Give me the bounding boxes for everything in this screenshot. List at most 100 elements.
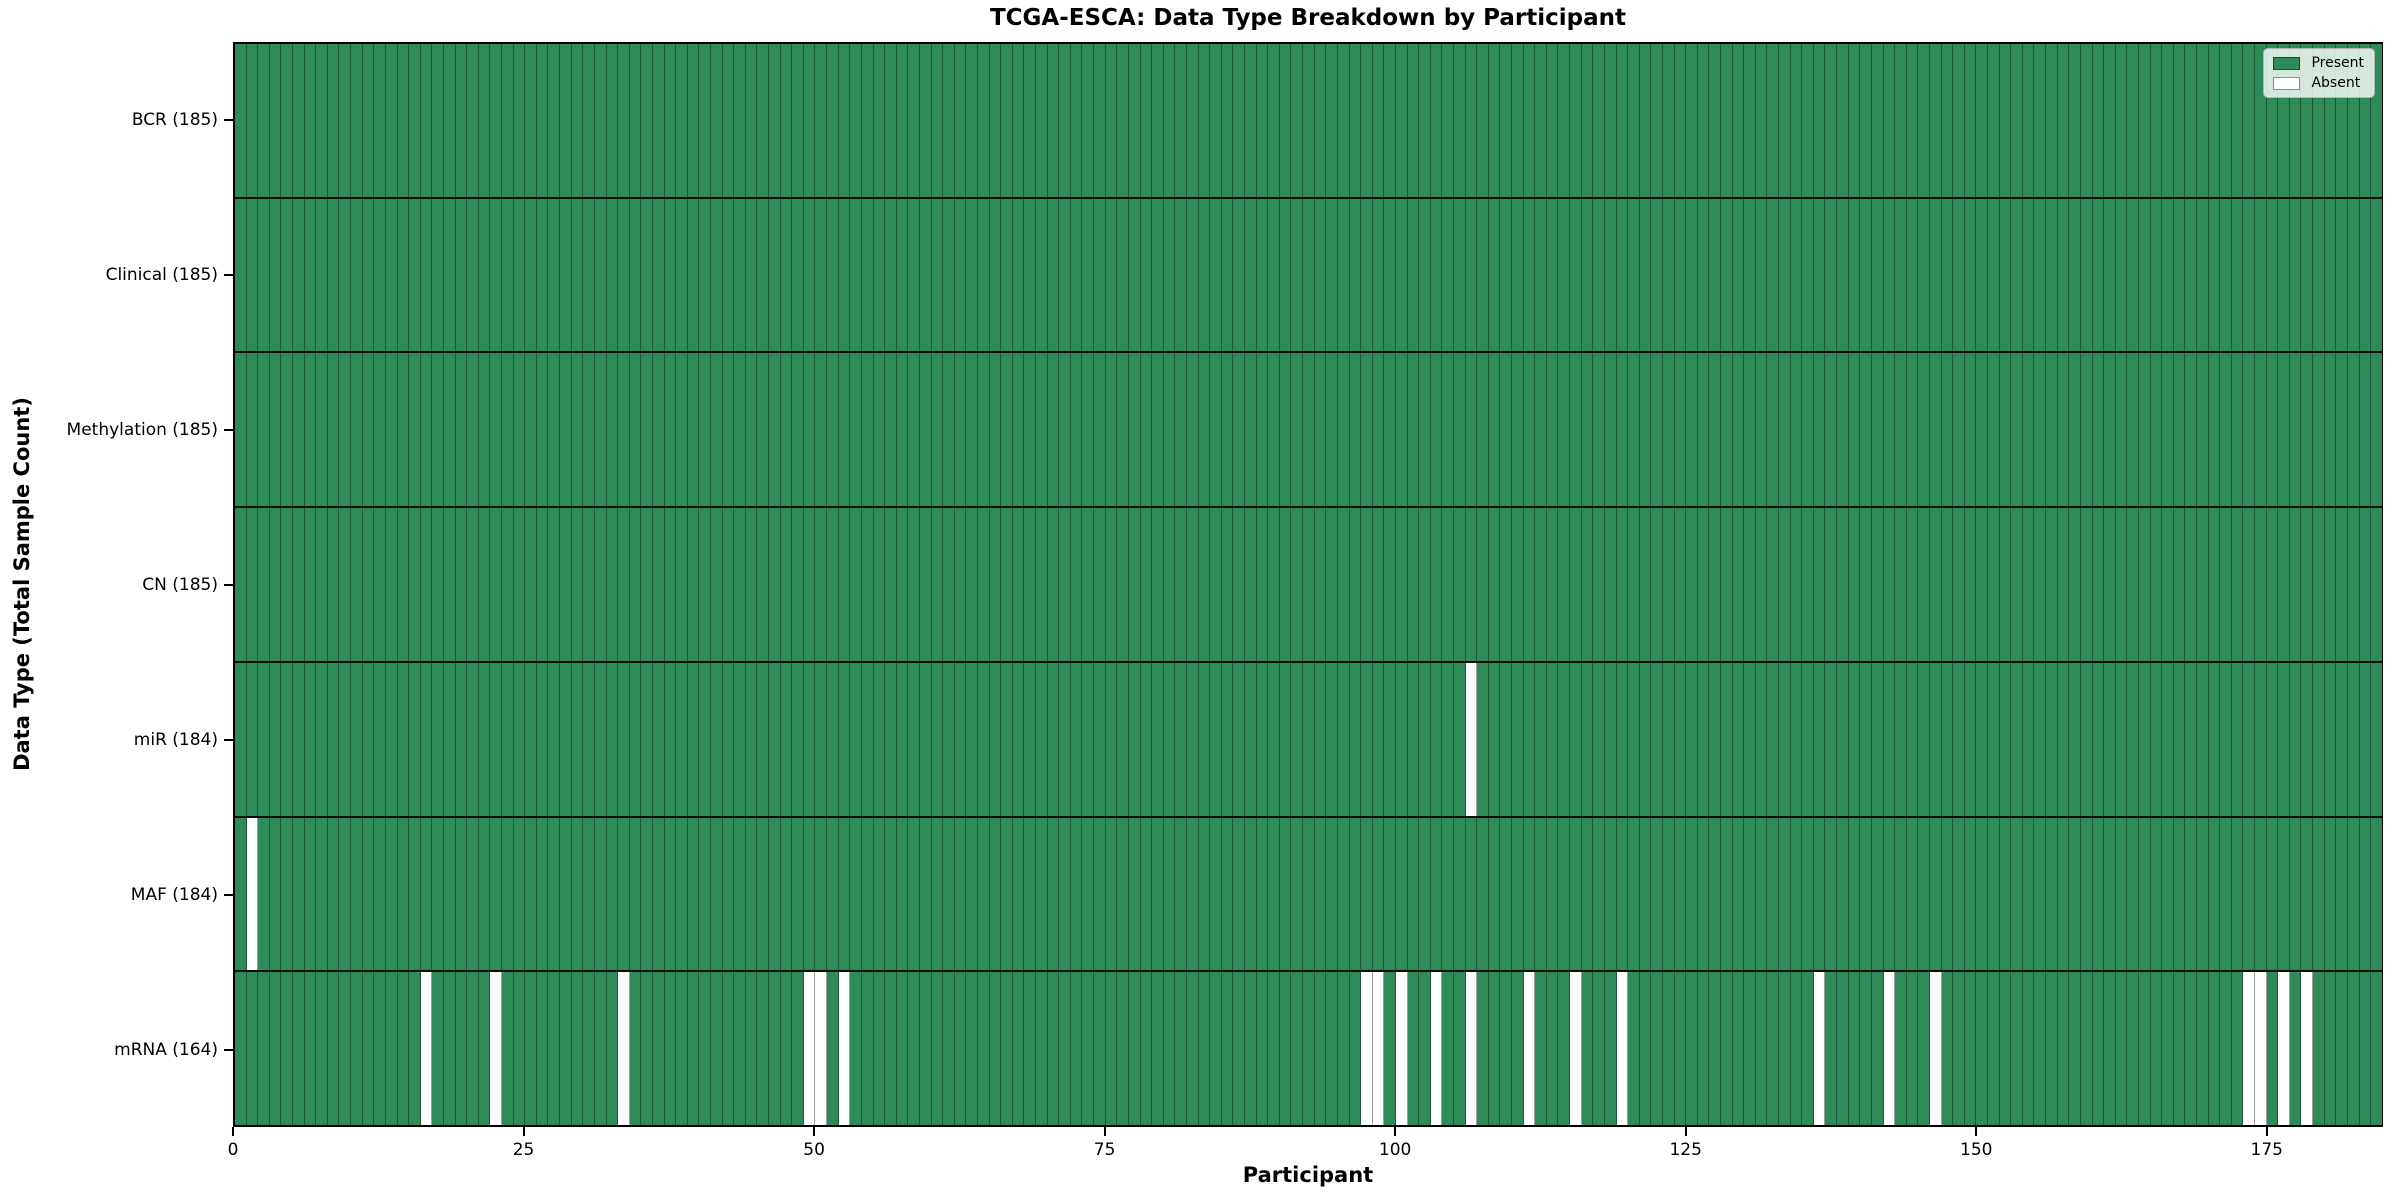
x-tick-label: 50 <box>803 1140 825 1160</box>
cell-present <box>978 508 990 661</box>
cell-present <box>1976 817 1989 971</box>
cell-present <box>1628 817 1640 971</box>
cell-present <box>1094 817 1106 971</box>
cell-present <box>490 353 503 507</box>
cell-present <box>618 353 630 507</box>
cell-present <box>2150 662 2163 816</box>
cell-present <box>385 972 398 1126</box>
cell-present <box>1279 817 1292 971</box>
cell-present <box>1570 662 1582 816</box>
cell-present <box>1604 353 1617 507</box>
cell-present <box>2301 817 2314 971</box>
cell-present <box>385 353 398 507</box>
cell-present <box>1779 44 1791 197</box>
cell-present <box>2127 353 2139 507</box>
cell-present <box>1686 508 1698 661</box>
absent-swatch <box>2273 76 2301 90</box>
cell-present <box>1813 508 1826 661</box>
cell-present <box>1337 662 1350 816</box>
cell-present <box>873 44 886 197</box>
cell-present <box>780 44 793 197</box>
cell-present <box>1361 198 1373 352</box>
cell-present <box>2115 972 2128 1126</box>
cell-present <box>931 508 944 661</box>
cell-present <box>676 662 688 816</box>
cell-present <box>1082 198 1095 352</box>
cell-present <box>560 817 572 971</box>
cell-present <box>1976 44 1989 197</box>
cell-present <box>699 44 711 197</box>
cell-present <box>850 817 862 971</box>
cell-present <box>2371 508 2382 661</box>
cell-present <box>2196 817 2209 971</box>
cell-present <box>2347 508 2360 661</box>
cell-present <box>443 508 456 661</box>
cell-present <box>757 817 770 971</box>
cell-present <box>1303 353 1315 507</box>
cell-present <box>1337 508 1350 661</box>
cell-present <box>803 817 816 971</box>
cell-absent <box>1465 972 1478 1126</box>
heatmap-row-mir <box>235 662 2382 818</box>
x-tick-mark <box>1684 1127 1687 1136</box>
cell-present <box>2301 44 2314 197</box>
cell-present <box>1709 198 1721 352</box>
cell-present <box>571 198 584 352</box>
cell-present <box>1245 817 1257 971</box>
cell-present <box>571 662 584 816</box>
cell-present <box>652 44 665 197</box>
cell-present <box>1570 817 1582 971</box>
cell-present <box>954 662 967 816</box>
cell-present <box>1349 972 1362 1126</box>
cell-present <box>2359 972 2372 1126</box>
cell-present <box>374 817 386 971</box>
cell-present <box>1523 198 1536 352</box>
cell-present <box>1825 198 1838 352</box>
cell-present <box>1233 508 1246 661</box>
cell-present <box>2104 817 2116 971</box>
cell-present <box>2092 972 2105 1126</box>
cell-present <box>2034 353 2047 507</box>
cell-present <box>2092 353 2105 507</box>
cell-present <box>2092 44 2105 197</box>
cell-present <box>1001 972 1013 1126</box>
cell-present <box>513 44 526 197</box>
cell-present <box>2243 817 2256 971</box>
cell-present <box>792 972 804 1126</box>
cell-present <box>629 44 642 197</box>
cell-present <box>2080 662 2093 816</box>
cell-present <box>2034 508 2047 661</box>
cell-present <box>560 972 572 1126</box>
cell-present <box>2208 662 2221 816</box>
cell-present <box>827 972 839 1126</box>
cell-present <box>1140 662 1153 816</box>
cell-present <box>699 817 711 971</box>
cell-present <box>2069 44 2081 197</box>
cell-absent <box>1570 972 1582 1126</box>
cell-present <box>2069 508 2081 661</box>
cell-present <box>1488 508 1501 661</box>
cell-present <box>722 508 735 661</box>
cell-present <box>850 198 862 352</box>
cell-present <box>594 817 607 971</box>
cell-present <box>873 508 886 661</box>
cell-present <box>583 198 595 352</box>
cell-present <box>896 44 909 197</box>
cell-present <box>989 817 1002 971</box>
cell-present <box>1662 972 1675 1126</box>
cell-present <box>1094 662 1106 816</box>
present-swatch <box>2273 56 2301 70</box>
cell-present <box>281 44 294 197</box>
cell-present <box>409 972 421 1126</box>
cell-present <box>281 508 294 661</box>
cell-present <box>1140 972 1153 1126</box>
cell-present <box>269 353 282 507</box>
cell-present <box>1117 817 1129 971</box>
cell-present <box>1906 662 1919 816</box>
cell-present <box>2220 198 2232 352</box>
cell-present <box>1221 662 1234 816</box>
x-tick-label: 0 <box>227 1140 239 1160</box>
cell-present <box>1651 44 1663 197</box>
cell-present <box>525 353 537 507</box>
cell-present <box>2336 198 2348 352</box>
